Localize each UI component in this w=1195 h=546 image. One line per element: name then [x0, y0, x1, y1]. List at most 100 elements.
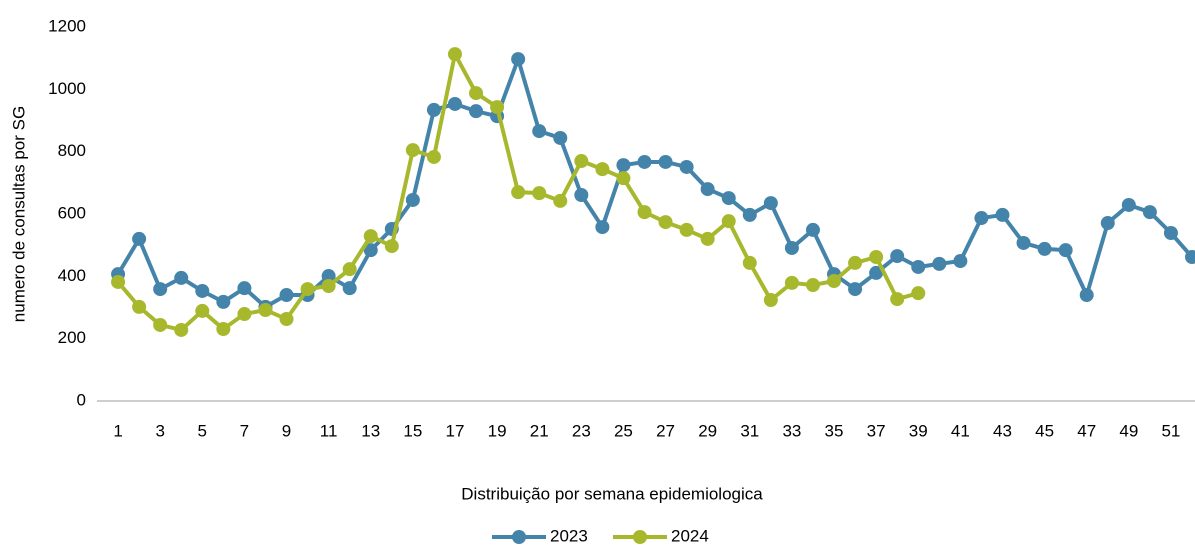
x-tick-label: 23	[572, 421, 591, 440]
point	[216, 294, 231, 309]
point	[279, 312, 294, 327]
x-tick-label: 35	[825, 421, 844, 440]
point	[637, 205, 652, 220]
y-tick-label: 1000	[48, 79, 86, 98]
point	[595, 220, 610, 235]
y-tick-label: 200	[58, 328, 86, 347]
x-tick-label: 17	[446, 421, 465, 440]
y-tick-label: 0	[77, 390, 86, 409]
x-tick-label: 3	[155, 421, 164, 440]
point	[216, 322, 231, 337]
point	[195, 283, 210, 298]
point	[679, 159, 694, 174]
point	[658, 215, 673, 230]
point	[237, 281, 252, 296]
x-tick-label: 31	[740, 421, 759, 440]
point	[511, 185, 526, 200]
point	[890, 249, 905, 264]
point	[195, 303, 210, 318]
x-tick-label: 5	[198, 421, 207, 440]
point	[342, 262, 357, 277]
x-tick-label: 13	[361, 421, 380, 440]
point	[363, 243, 378, 258]
point	[1121, 197, 1136, 212]
y-tick-label: 600	[58, 203, 86, 222]
point	[848, 255, 863, 270]
x-tick-label: 21	[530, 421, 549, 440]
point	[742, 255, 757, 270]
point	[1142, 205, 1157, 220]
point	[532, 186, 547, 201]
x-tick-label: 39	[909, 421, 928, 440]
point	[742, 207, 757, 222]
point	[447, 47, 462, 62]
point	[700, 182, 715, 197]
point	[1079, 288, 1094, 303]
x-tick-label: 1	[113, 421, 122, 440]
point	[300, 282, 315, 297]
x-tick-label: 29	[698, 421, 717, 440]
x-tick-label: 41	[951, 421, 970, 440]
point	[827, 274, 842, 289]
point	[132, 231, 147, 246]
x-tick-label: 33	[782, 421, 801, 440]
point	[784, 275, 799, 290]
point	[679, 222, 694, 237]
point	[869, 250, 884, 265]
point	[911, 286, 926, 301]
point	[321, 269, 336, 284]
point	[574, 187, 589, 202]
point	[974, 211, 989, 226]
point	[153, 282, 168, 297]
x-tick-label: 19	[488, 421, 507, 440]
point	[574, 154, 589, 169]
legend-marker	[633, 530, 647, 544]
point	[616, 158, 631, 173]
x-tick-label: 47	[1077, 421, 1096, 440]
x-tick-label: 15	[403, 421, 422, 440]
point	[700, 231, 715, 246]
point	[932, 256, 947, 271]
x-tick-label: 49	[1119, 421, 1138, 440]
point	[848, 282, 863, 297]
point	[553, 193, 568, 208]
point	[721, 191, 736, 206]
x-tick-label: 11	[320, 421, 338, 440]
point	[384, 239, 399, 254]
point	[595, 162, 610, 177]
point	[405, 192, 420, 207]
x-tick-label: 27	[656, 421, 675, 440]
point	[469, 104, 484, 119]
y-axis-label: numero de consultas por SG	[9, 106, 28, 322]
point	[469, 86, 484, 101]
x-tick-label: 25	[614, 421, 633, 440]
point	[490, 100, 505, 115]
point	[447, 96, 462, 111]
point	[342, 281, 357, 296]
point	[153, 317, 168, 332]
y-tick-label: 400	[58, 266, 86, 285]
point	[1016, 235, 1031, 250]
point	[637, 154, 652, 169]
point	[763, 293, 778, 308]
point	[511, 52, 526, 67]
point	[1037, 241, 1052, 256]
x-tick-label: 43	[993, 421, 1012, 440]
point	[237, 307, 252, 322]
legend-label: 2023	[550, 526, 588, 545]
point	[405, 143, 420, 158]
point	[805, 222, 820, 237]
point	[784, 240, 799, 255]
x-tick-label: 45	[1035, 421, 1054, 440]
point	[426, 102, 441, 117]
point	[911, 259, 926, 274]
series-line	[116, 57, 1194, 309]
point	[1058, 243, 1073, 258]
point	[1185, 250, 1195, 265]
point	[174, 322, 189, 337]
point	[1163, 226, 1178, 241]
point	[890, 292, 905, 307]
x-axis-label: Distribuição por semana epidemiologica	[461, 484, 763, 503]
point	[363, 229, 378, 244]
